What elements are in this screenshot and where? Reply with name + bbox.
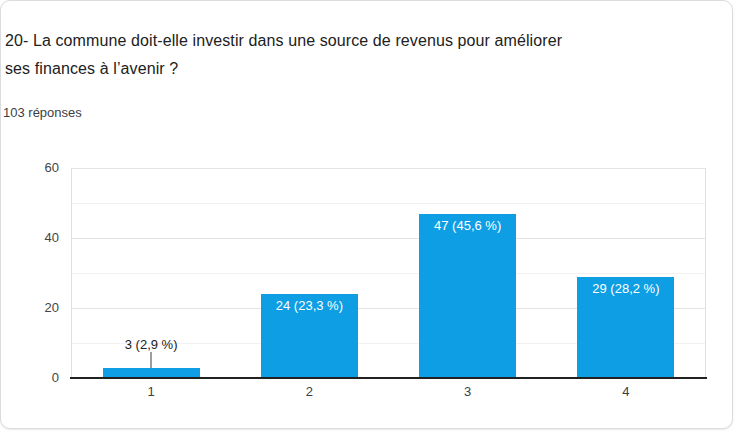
y-axis-label: 0 [9,370,59,385]
plot-area: 02040603 (2,9 %)124 (23,3 %)247 (45,6 %)… [71,168,706,378]
gridline [72,168,705,169]
y-axis-label: 60 [9,160,59,175]
bar-3[interactable] [419,214,516,379]
y-axis-label: 20 [9,300,59,315]
x-axis-line [70,377,707,379]
bar-value-label: 3 (2,9 %) [81,337,221,352]
gridline [72,238,705,239]
question-title: 20- La commune doit-elle investir dans u… [5,27,585,83]
gridline [72,273,705,274]
x-axis-label: 3 [389,384,547,399]
bar-value-label: 24 (23,3 %) [239,298,379,313]
form-results-page: 20- La commune doit-elle investir dans u… [0,0,736,435]
label-stem [150,352,152,368]
responses-count: 103 réponses [3,105,82,120]
gridline [72,203,705,204]
bar-value-label: 29 (28,2 %) [556,281,696,296]
x-axis-label: 4 [547,384,705,399]
bar-value-label: 47 (45,6 %) [398,218,538,233]
question-result-card: 20- La commune doit-elle investir dans u… [0,0,733,429]
y-axis-label: 40 [9,230,59,245]
x-axis-label: 1 [72,384,230,399]
x-axis-label: 2 [230,384,388,399]
